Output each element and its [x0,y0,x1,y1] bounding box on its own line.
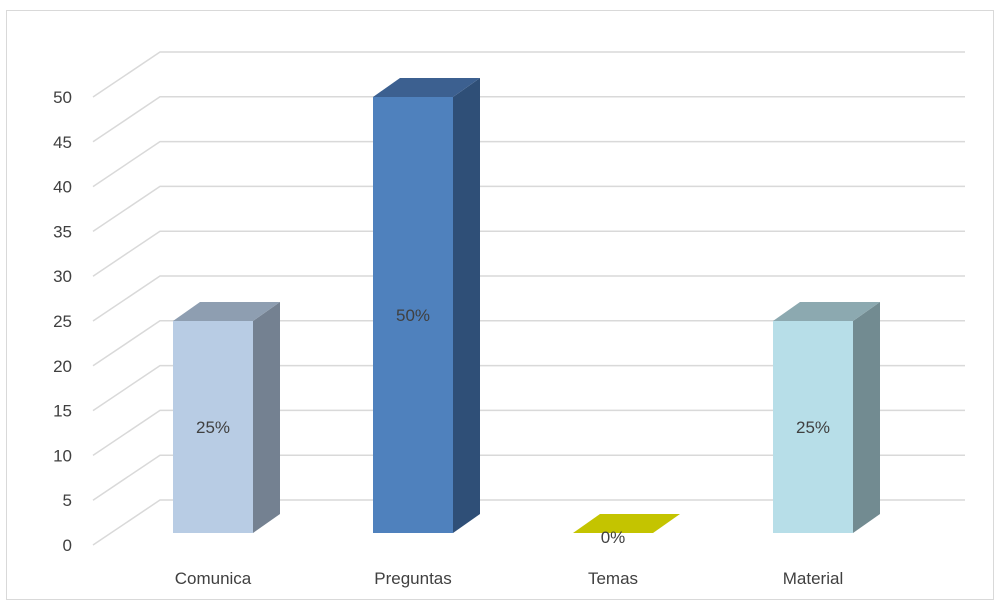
bar-top [773,302,880,321]
gridline [92,275,965,322]
bar-side [453,78,480,533]
category-label: Material [783,569,843,588]
data-label: 50% [396,306,430,325]
gridline [92,96,965,143]
gridline [92,51,965,98]
gridline [92,185,965,233]
bar-side [853,302,880,533]
data-labels: 25% 50% 0% 25% [196,306,830,547]
gridline [92,499,965,546]
bars [173,78,880,533]
y-tick-label: 20 [53,357,72,376]
bar-top [573,514,680,533]
gridline [92,364,965,412]
data-label: 0% [601,528,626,547]
y-tick-label: 15 [53,402,72,421]
category-label: Comunica [175,569,252,588]
y-tick-label: 30 [53,267,72,286]
gridlines [92,51,965,546]
gridline [92,409,965,457]
gridline [92,230,965,277]
y-tick-label: 45 [53,133,72,152]
y-tick-label: 40 [53,178,72,197]
data-label: 25% [796,418,830,437]
y-tick-label: 10 [53,446,72,465]
y-tick-label: 35 [53,222,72,241]
bar-temas [573,514,680,533]
bar-front [773,321,853,533]
y-tick-label: 5 [63,491,72,510]
bar-comunica [173,302,280,533]
y-axis-ticks: 0 5 10 15 20 25 30 35 40 45 50 [53,88,72,555]
gridline [92,320,965,367]
bar-front [173,321,253,533]
y-tick-label: 25 [53,312,72,331]
bar-front [373,97,453,533]
category-label: Temas [588,569,638,588]
bar-side [253,302,280,533]
data-label: 25% [196,418,230,437]
bar-top [173,302,280,321]
category-label: Preguntas [374,569,452,588]
gridline [92,140,965,188]
y-tick-label: 50 [53,88,72,107]
bar-top [373,78,480,97]
y-tick-label: 0 [63,536,72,555]
bar-preguntas [373,78,480,533]
bar-material [773,302,880,533]
x-axis-categories: Comunica Preguntas Temas Material [175,569,844,588]
gridline [92,454,965,501]
